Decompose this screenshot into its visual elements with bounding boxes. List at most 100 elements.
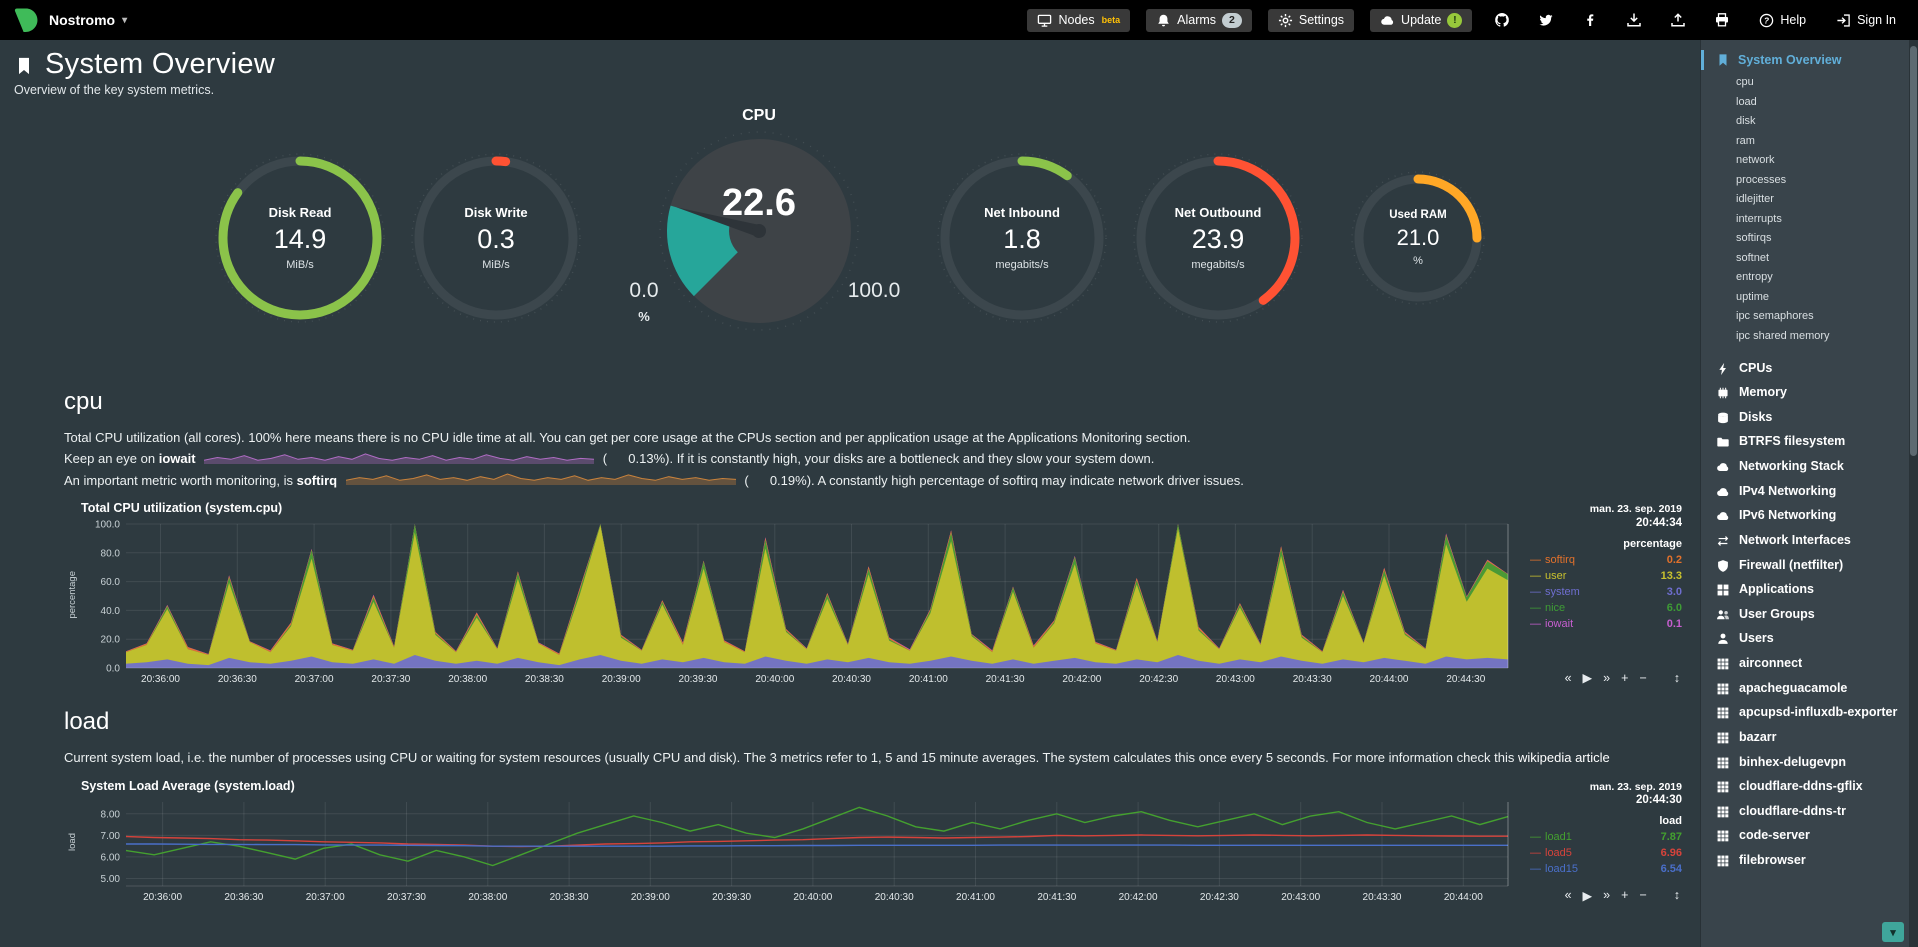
- alarms-button[interactable]: Alarms 2: [1146, 8, 1252, 32]
- sidebar-item-ipv6-networking[interactable]: IPv6 Networking: [1716, 504, 1900, 529]
- gauge-net-inbound[interactable]: Net Inbound 1.8 megabits/s: [936, 152, 1108, 324]
- sidebar-item-binhex-delugevpn[interactable]: binhex-delugevpn: [1716, 750, 1900, 775]
- pan-right-button[interactable]: »: [1603, 670, 1611, 685]
- gauge-used-ram[interactable]: Used RAM 21.0%: [1350, 170, 1486, 306]
- sidebar-subitem-processes[interactable]: processes: [1736, 173, 1787, 186]
- pan-left-button[interactable]: «: [1564, 888, 1572, 903]
- update-button[interactable]: Update !: [1370, 8, 1473, 32]
- legend-row-load1[interactable]: — load1 7.87: [1530, 831, 1682, 844]
- export-snapshot-icon[interactable]: [1670, 12, 1686, 28]
- sidebar-item-memory[interactable]: Memory: [1716, 381, 1900, 406]
- sidebar-item-cloudflare-ddns-tr[interactable]: cloudflare-ddns-tr: [1716, 799, 1900, 824]
- chart-resize-handle[interactable]: ↕: [1673, 670, 1680, 685]
- sidebar-item-cpus[interactable]: CPUs: [1716, 356, 1900, 381]
- import-snapshot-icon[interactable]: [1626, 12, 1642, 28]
- sidebar-item-ipv4-networking[interactable]: IPv4 Networking: [1716, 479, 1900, 504]
- sidebar-subitem-load[interactable]: load: [1736, 95, 1757, 108]
- th-icon: [1716, 854, 1730, 868]
- sidebar-subitem-disk[interactable]: disk: [1736, 115, 1756, 127]
- zoom-out-button[interactable]: −: [1639, 670, 1647, 685]
- legend-row-nice[interactable]: — nice 6.0: [1530, 601, 1682, 614]
- svg-text:20:41:30: 20:41:30: [986, 674, 1025, 685]
- sidebar-subitem-entropy[interactable]: entropy: [1736, 271, 1773, 283]
- sidebar-subitem-network[interactable]: network: [1736, 154, 1775, 166]
- cpu-chart-canvas[interactable]: 0.0 20.0 40.0 60.0 80.0 100.0 20:36:00 20:36:30…: [80, 518, 1518, 688]
- legend-row-load15[interactable]: — load15 6.54: [1530, 863, 1682, 876]
- svg-text:20:44:00: 20:44:00: [1444, 892, 1483, 903]
- sidebar-item-user-groups[interactable]: User Groups: [1716, 602, 1900, 627]
- gauge-disk-read[interactable]: Disk Read 14.9 MiB/s: [214, 152, 386, 324]
- settings-button[interactable]: Settings: [1267, 8, 1355, 32]
- sidebar-item-users[interactable]: Users: [1716, 627, 1900, 652]
- legend-row-iowait[interactable]: — iowait 0.1: [1530, 617, 1682, 630]
- nodes-button[interactable]: Nodes beta: [1027, 8, 1131, 32]
- sidebar-scrollbar-thumb[interactable]: [1910, 46, 1917, 456]
- svg-text:6.00: 6.00: [101, 852, 121, 863]
- legend-row-system[interactable]: — system 3.0: [1530, 585, 1682, 598]
- svg-text:20:43:30: 20:43:30: [1363, 892, 1402, 903]
- sidebar-item-filebrowser[interactable]: filebrowser: [1716, 849, 1900, 874]
- sidebar-subitem-cpu[interactable]: cpu: [1736, 76, 1754, 88]
- sidebar-item-airconnect[interactable]: airconnect: [1716, 652, 1900, 677]
- sidebar-subitem-ram[interactable]: ram: [1736, 134, 1755, 147]
- legend-row-load5[interactable]: — load5 6.96: [1530, 847, 1682, 860]
- update-label: Update: [1401, 13, 1442, 27]
- github-icon[interactable]: [1494, 12, 1510, 28]
- node-selector[interactable]: Nostromo ▾: [49, 12, 127, 28]
- sidebar-item-firewall-netfilter[interactable]: Firewall (netfilter): [1716, 553, 1900, 578]
- gauge-net-outbound[interactable]: Net Outbound 23.9 megabits/s: [1132, 152, 1304, 324]
- svg-text:20:36:30: 20:36:30: [218, 674, 257, 685]
- play-button[interactable]: ▶: [1582, 888, 1593, 903]
- netdata-logo[interactable]: [12, 7, 39, 34]
- pan-left-button[interactable]: «: [1564, 670, 1572, 685]
- load-chart-canvas[interactable]: 8.00 7.00 6.00 5.00 20:36:00 20:36:30 20:37:00…: [80, 796, 1518, 906]
- chart-resize-handle[interactable]: ↕: [1673, 888, 1680, 903]
- legend-row-softirq[interactable]: — softirq 0.2: [1530, 554, 1682, 567]
- sidebar-scrollbar-track[interactable]: [1909, 40, 1918, 947]
- alarms-count-badge: 2: [1222, 12, 1242, 28]
- legend-row-user[interactable]: — user 13.3: [1530, 569, 1682, 582]
- sidebar-subitem-ipc-shared-memory[interactable]: ipc shared memory: [1736, 329, 1830, 342]
- sidebar-subitem-softnet[interactable]: softnet: [1736, 251, 1770, 264]
- sidebar-subitem-idlejitter[interactable]: idlejitter: [1736, 193, 1774, 205]
- play-button[interactable]: ▶: [1582, 671, 1593, 686]
- sidebar-subitem-uptime[interactable]: uptime: [1736, 290, 1770, 303]
- twitter-icon[interactable]: [1538, 12, 1554, 28]
- sidebar-scroll-more-button[interactable]: ▾: [1882, 922, 1904, 942]
- zoom-in-button[interactable]: +: [1621, 670, 1629, 685]
- gauge-disk-write[interactable]: Disk Write 0.3 MiB/s: [410, 152, 582, 324]
- zoom-out-button[interactable]: −: [1639, 888, 1647, 903]
- sidebar-item-cloudflare-ddns-gflix[interactable]: cloudflare-ddns-gflix: [1716, 775, 1900, 800]
- softirq-keyword: softirq: [296, 472, 338, 488]
- svg-text:20:36:30: 20:36:30: [224, 892, 263, 903]
- svg-text:20:41:00: 20:41:00: [909, 674, 948, 685]
- sidebar-item-networking-stack[interactable]: Networking Stack: [1716, 455, 1900, 480]
- zoom-in-button[interactable]: +: [1621, 888, 1629, 903]
- exchange-icon: [1716, 534, 1730, 548]
- gauge-cpu[interactable]: CPU 22.6 0.0 100.0%: [616, 107, 902, 368]
- bookmark-icon: [1716, 53, 1730, 67]
- sidebar-item-applications[interactable]: Applications: [1716, 578, 1900, 603]
- gauge-unit-label: %: [638, 309, 650, 324]
- signin-button[interactable]: Sign In: [1836, 13, 1896, 28]
- facebook-icon[interactable]: [1582, 12, 1598, 28]
- sidebar-item-code-server[interactable]: code-server: [1716, 824, 1900, 849]
- sidebar-subitem-interrupts[interactable]: interrupts: [1736, 212, 1782, 225]
- page-header: System Overview Overview of the key syst…: [14, 48, 1686, 97]
- sidebar-item-disks[interactable]: Disks: [1716, 405, 1900, 430]
- sidebar-item-network-interfaces[interactable]: Network Interfaces: [1716, 528, 1900, 553]
- help-button[interactable]: ? Help: [1759, 13, 1806, 28]
- sidebar-subitem-softirqs[interactable]: softirqs: [1736, 232, 1772, 244]
- pan-right-button[interactable]: »: [1603, 888, 1611, 903]
- print-icon[interactable]: [1714, 12, 1730, 28]
- sidebar-item-system-overview[interactable]: System Overview: [1701, 50, 1918, 70]
- sidebar-item-btrfs-filesystem[interactable]: BTRFS filesystem: [1716, 430, 1900, 455]
- sidebar-active-label: System Overview: [1738, 53, 1842, 67]
- wikipedia-link[interactable]: wikipedia article: [1517, 750, 1610, 766]
- cpu-chart: percentage Total CPU utilization (system…: [64, 501, 1686, 688]
- sidebar-item-apacheguacamole[interactable]: apacheguacamole: [1716, 676, 1900, 701]
- sidebar-subitem-ipc-semaphores[interactable]: ipc semaphores: [1736, 310, 1814, 322]
- iowait-paren: (: [602, 451, 608, 467]
- sidebar-item-apcupsd-influxdb-exporter[interactable]: apcupsd-influxdb-exporter: [1716, 701, 1900, 726]
- sidebar-item-bazarr[interactable]: bazarr: [1716, 725, 1900, 750]
